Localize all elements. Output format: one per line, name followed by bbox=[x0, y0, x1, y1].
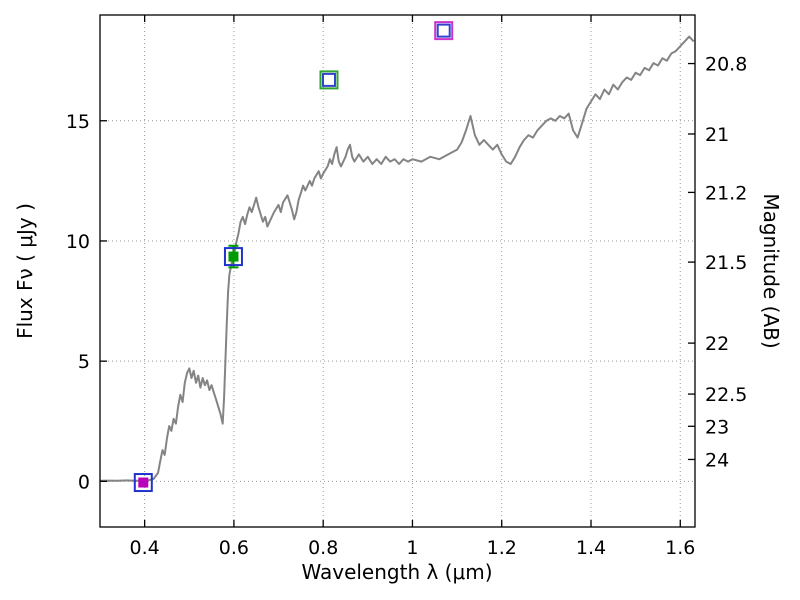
spectrum-series bbox=[99, 35, 695, 482]
marker-outer-square bbox=[434, 21, 454, 41]
y-tick-label-left: 10 bbox=[66, 231, 90, 253]
x-tick-label: 0.8 bbox=[308, 537, 338, 559]
x-tick-label: 0.6 bbox=[219, 537, 249, 559]
y-axis-label-right: Magnitude (AB) bbox=[759, 193, 783, 349]
axes-frame bbox=[99, 14, 696, 528]
y-tick-label-right: 21.5 bbox=[705, 252, 747, 274]
plot-border bbox=[99, 14, 696, 528]
y-tick-label-right: 22 bbox=[705, 333, 729, 355]
y-tick-label-right: 21.2 bbox=[705, 182, 747, 204]
spectrum-line bbox=[99, 35, 695, 482]
y-tick-label-right: 22.5 bbox=[705, 384, 747, 406]
photometry-point-3 bbox=[319, 70, 339, 90]
x-tick-label: 1.2 bbox=[487, 537, 517, 559]
photometry-point-4 bbox=[434, 21, 454, 41]
y-tick-label-left: 15 bbox=[66, 111, 90, 133]
marker-inner-square bbox=[321, 72, 336, 87]
marker-inner-square bbox=[436, 23, 451, 38]
grid-lines bbox=[100, 15, 695, 527]
x-tick-label: 1.6 bbox=[665, 537, 695, 559]
x-axis-label: Wavelength λ (μm) bbox=[301, 560, 493, 584]
x-tick-label: 1 bbox=[406, 537, 418, 559]
y-tick-label-right: 23 bbox=[705, 416, 729, 438]
y-axis-label-left: Flux Fν ( μJy ) bbox=[13, 203, 37, 339]
photometry-point-1 bbox=[133, 473, 153, 493]
y-tick-label-left: 5 bbox=[78, 351, 90, 373]
y-axis-ticks-right: 20.8 21 21.2 21.5 22 22.5 23 24 bbox=[688, 54, 747, 471]
y-tick-label-right: 21 bbox=[705, 124, 729, 146]
x-axis-ticks: 0.4 0.6 0.8 1 1.2 1.4 1.6 bbox=[130, 15, 695, 559]
photometry-point-2 bbox=[223, 244, 243, 269]
marker-outer-square bbox=[133, 473, 153, 493]
marker-outer-square bbox=[319, 70, 339, 90]
marker-inner-square bbox=[138, 477, 149, 488]
y-axis-ticks-left: 0 5 10 15 bbox=[66, 111, 107, 493]
y-tick-label-left: 0 bbox=[78, 471, 90, 493]
photometry-markers bbox=[133, 21, 454, 493]
x-tick-label: 1.4 bbox=[576, 537, 606, 559]
marker-inner-square bbox=[228, 251, 239, 262]
x-tick-label: 0.4 bbox=[130, 537, 160, 559]
y-tick-label-right: 24 bbox=[705, 449, 729, 471]
marker-outer-square bbox=[223, 247, 243, 267]
y-tick-label-right: 20.8 bbox=[705, 54, 747, 76]
